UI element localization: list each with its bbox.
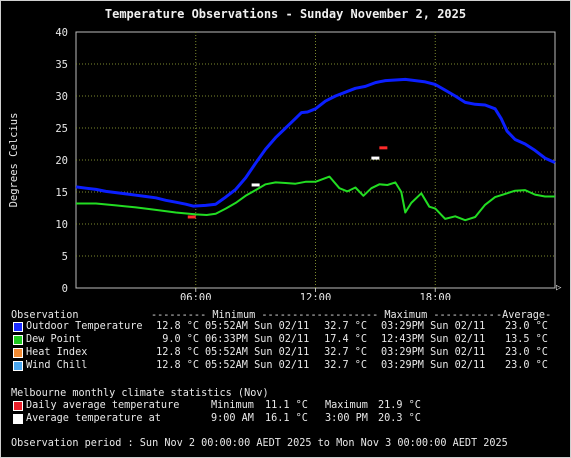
climate-title: Melbourne monthly climate statistics (No… xyxy=(11,388,269,399)
stat-minimum-time: 05:52AM Sun 02/11 xyxy=(205,321,310,332)
y-tick-label: 30 xyxy=(55,91,68,103)
y-tick-label: 20 xyxy=(55,155,68,167)
chart-title: Temperature Observations - Sunday Novemb… xyxy=(104,7,467,21)
legend-swatch xyxy=(13,348,23,358)
climate-a-value: 16.1 °C xyxy=(265,413,308,424)
header-average: -Average- xyxy=(496,310,552,321)
climate-a-label: Minimum xyxy=(211,400,254,411)
plot-area xyxy=(75,31,556,289)
y-tick-label: 35 xyxy=(55,59,68,71)
climate-b-value: 20.3 °C xyxy=(378,413,421,424)
stat-minimum: 12.8 °C xyxy=(156,321,199,332)
stat-average: 23.0 °C xyxy=(505,347,548,358)
stat-maximum-time: 03:29PM Sun 02/11 xyxy=(381,360,486,371)
y-tick-label: 10 xyxy=(55,219,68,231)
header-observation: Observation xyxy=(11,310,79,321)
climate-name: Average temperature at xyxy=(26,413,161,424)
series-line-outdoor-temperature xyxy=(75,77,556,208)
header-maximum: --------- Maximum ---------- xyxy=(323,310,495,321)
legend-swatch xyxy=(13,361,23,371)
stat-minimum-time: 06:33PM Sun 02/11 xyxy=(205,334,310,345)
stat-maximum: 32.7 °C xyxy=(324,347,367,358)
header-minimum: --------- Minimum ---------- xyxy=(151,310,323,321)
stat-average: 23.0 °C xyxy=(505,360,548,371)
stat-maximum: 32.7 °C xyxy=(324,360,367,371)
stat-maximum-time: 12:43PM Sun 02/11 xyxy=(381,334,486,345)
legend-swatch xyxy=(13,322,23,332)
stat-minimum-time: 05:52AM Sun 02/11 xyxy=(205,347,310,358)
stat-minimum: 12.8 °C xyxy=(156,347,199,358)
climate-marker xyxy=(187,215,196,219)
series-line-dew-point xyxy=(76,175,555,222)
stat-maximum-time: 03:29PM Sun 02/11 xyxy=(381,321,486,332)
climate-marker xyxy=(251,183,260,187)
temperature-chart: 0 5 10 15 20 25 30 35 40 06:00 12:00 18:00 Degrees C… xyxy=(8,27,556,300)
climate-marker xyxy=(379,146,388,150)
climate-swatch xyxy=(13,401,23,411)
stat-minimum: 12.8 °C xyxy=(156,360,199,371)
stat-name: Dew Point xyxy=(26,334,82,345)
stat-average: 23.0 °C xyxy=(505,321,548,332)
stat-average: 13.5 °C xyxy=(505,334,548,345)
climate-b-label: 3:00 PM xyxy=(325,413,368,424)
y-tick-label: 15 xyxy=(55,187,68,199)
y-axis-label: Degrees Celcius xyxy=(8,113,20,208)
legend-swatch xyxy=(13,335,23,345)
climate-a-label: 9:00 AM xyxy=(211,413,254,424)
stat-name: Outdoor Temperature xyxy=(26,321,143,332)
climate-b-value: 21.9 °C xyxy=(378,400,421,411)
climate-swatch xyxy=(13,414,23,424)
x-tick-label: 06:00 xyxy=(180,292,212,300)
x-tick-label: 18:00 xyxy=(419,292,451,300)
stat-name: Heat Index xyxy=(26,347,88,358)
y-tick-label: 40 xyxy=(55,27,68,39)
observation-period: Observation period : Sun Nov 2 00:00:00 … xyxy=(11,438,508,449)
stat-minimum-time: 05:52AM Sun 02/11 xyxy=(205,360,310,371)
climate-b-label: Maximum xyxy=(325,400,368,411)
climate-marker xyxy=(371,156,380,160)
stat-maximum-time: 03:29PM Sun 02/11 xyxy=(381,347,486,358)
stat-name: Wind Chill xyxy=(26,360,88,371)
stat-maximum: 32.7 °C xyxy=(324,321,367,332)
climate-a-value: 11.1 °C xyxy=(265,400,308,411)
scroll-right-icon[interactable]: ▷ xyxy=(556,283,562,293)
y-tick-label: 0 xyxy=(62,283,68,295)
stat-minimum: 9.0 °C xyxy=(162,334,199,345)
x-tick-label: 12:00 xyxy=(300,292,332,300)
stat-maximum: 17.4 °C xyxy=(324,334,367,345)
y-tick-label: 5 xyxy=(62,251,68,263)
y-tick-label: 25 xyxy=(55,123,68,135)
climate-name: Daily average temperature xyxy=(26,400,180,411)
